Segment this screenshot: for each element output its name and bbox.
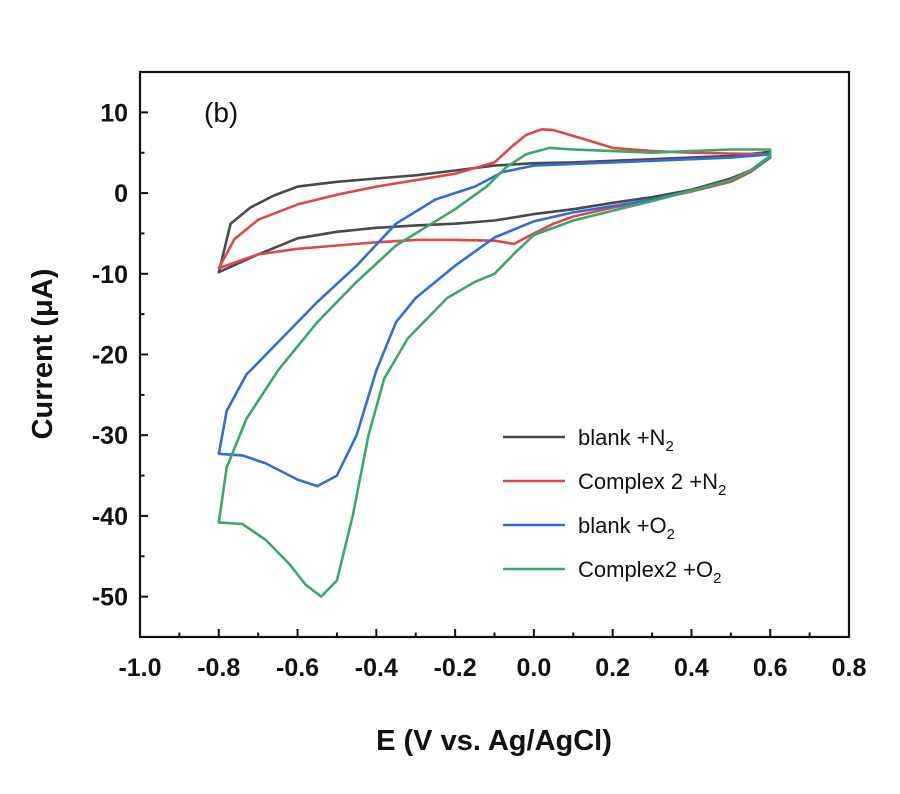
y-tick-labels: 10 0 -10 -20 -30 -40 -50 xyxy=(92,99,128,611)
x-tick-label: 0.0 xyxy=(517,654,552,682)
y-tick-label: 10 xyxy=(100,99,128,127)
ticks-layer xyxy=(139,71,850,638)
series-line-1 xyxy=(217,150,772,274)
panel-label: (b) xyxy=(204,97,238,128)
x-tick-label: -1.0 xyxy=(118,654,161,682)
x-tick-labels: -1.0 -0.8 -0.6 -0.4 -0.2 0.0 0.2 0.4 0.6 0.8 xyxy=(118,654,866,682)
y-tick-label: -50 xyxy=(92,584,128,612)
legend-label: blank +O2 xyxy=(578,513,675,543)
x-tick-label: 0.4 xyxy=(674,654,709,682)
y-tick-label: -30 xyxy=(92,422,128,450)
series-line-4 xyxy=(217,146,772,598)
x-tick-label: 0.8 xyxy=(832,654,867,682)
x-tick-label: -0.8 xyxy=(197,654,240,682)
legend-label: Complex2 +O2 xyxy=(578,557,721,587)
legend-label: blank +N2 xyxy=(578,425,674,455)
y-tick-label: -40 xyxy=(92,503,128,531)
x-axis-title: E (V vs. Ag/AgCl) xyxy=(376,725,612,757)
y-axis-title: Current (μA) xyxy=(27,269,59,440)
x-tick-label: 0.6 xyxy=(753,654,788,682)
x-tick-label: -0.2 xyxy=(434,654,477,682)
y-tick-label: 0 xyxy=(114,180,128,208)
legend: blank +N2 Complex 2 +N2 blank +O2 Complex2 … xyxy=(503,425,726,587)
y-tick-label: -10 xyxy=(92,261,128,289)
y-tick-label: -20 xyxy=(92,342,128,370)
x-tick-label: 0.2 xyxy=(595,654,630,682)
x-tick-label: -0.6 xyxy=(276,654,319,682)
legend-label: Complex 2 +N2 xyxy=(578,469,726,499)
series-layer xyxy=(217,128,772,598)
x-tick-label: -0.4 xyxy=(355,654,398,682)
